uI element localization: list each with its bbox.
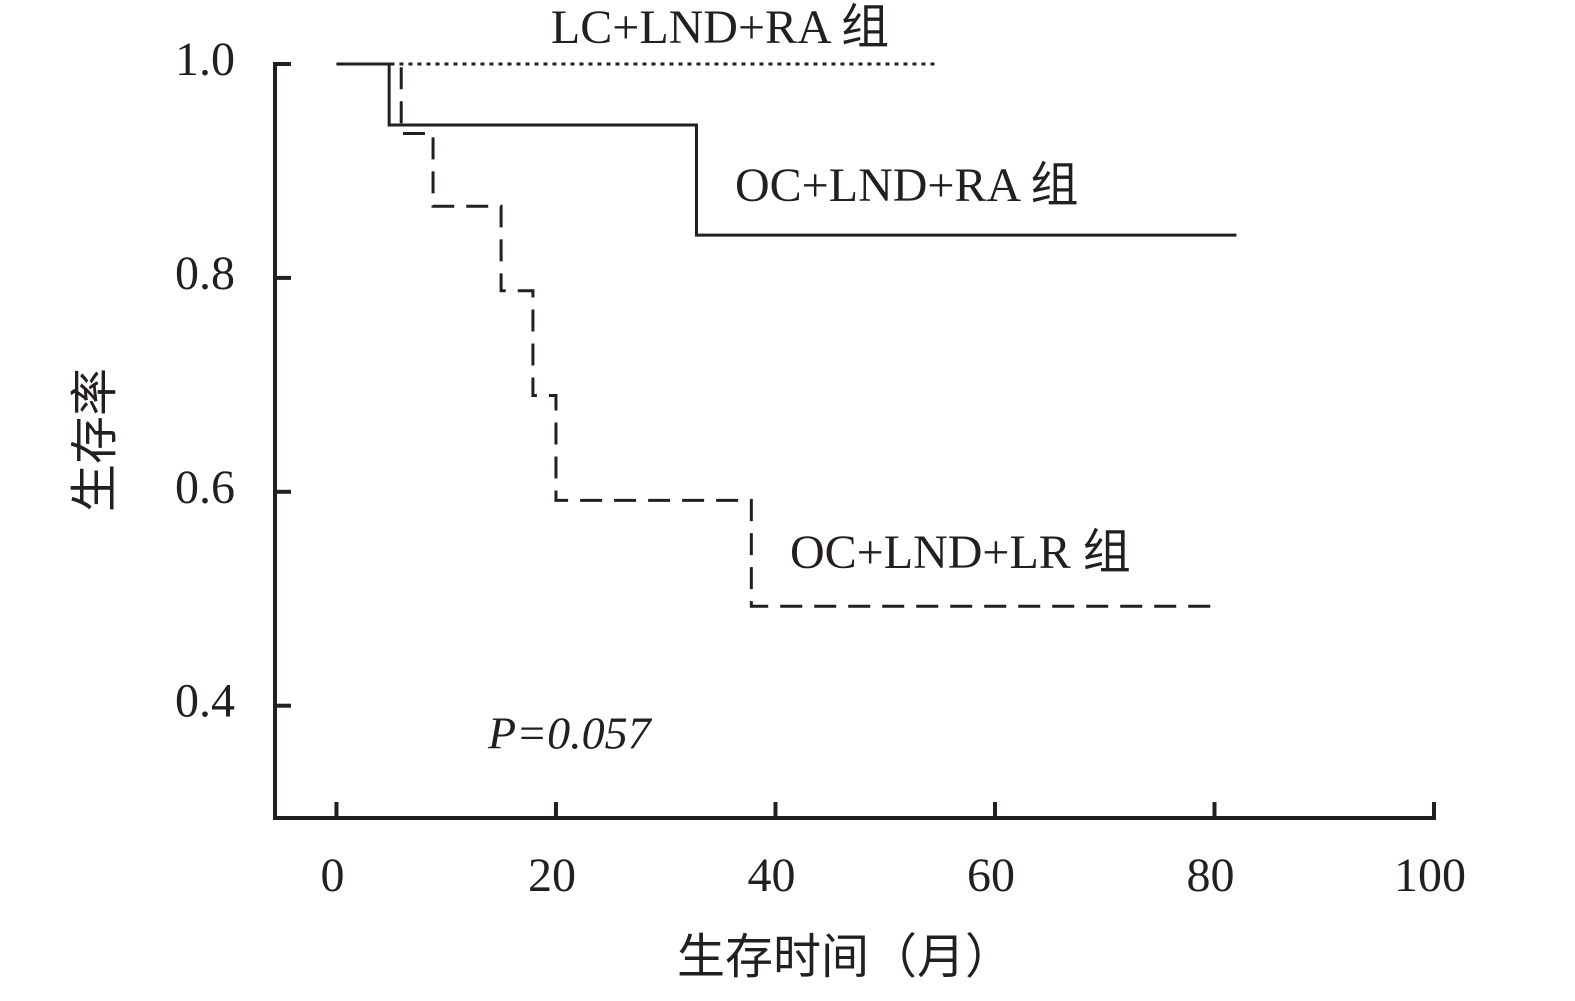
survival-line [336,62,1215,608]
y-tick-label: 1.0 [175,33,235,86]
series-label: OC+LND+LR 组 [790,526,1131,579]
y-tick-label: 0.6 [175,461,235,514]
x-tick-label: 40 [747,849,795,902]
x-tick-label: 80 [1186,849,1234,902]
x-tick-label: 60 [967,849,1015,902]
x-tick-label: 0 [320,849,344,902]
x-tick-label: 20 [528,849,576,902]
x-axis-label: 生存时间（月） [677,931,1013,984]
annotation: P=0.057 [487,708,653,759]
y-axis-label: 生存率 [69,368,122,512]
series-label: LC+LND+RA 组 [551,1,889,54]
y-tick-label: 0.8 [175,247,235,300]
series-label: OC+LND+RA 组 [735,159,1079,212]
x-tick-label: 100 [1394,849,1466,902]
y-tick-label: 0.4 [175,675,235,728]
